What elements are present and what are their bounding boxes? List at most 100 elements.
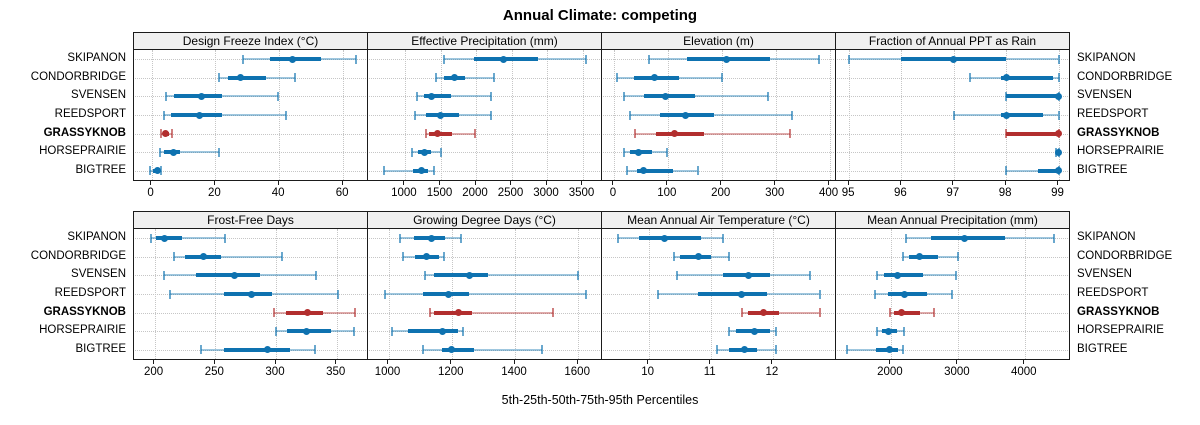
panel-header: Fraction of Annual PPT as Rain: [835, 32, 1070, 50]
chart-rows: SKIPANON CONDORBRIDGE SVENSEN REEDSPORT GRAS…: [0, 32, 1200, 386]
axis-tick: [474, 181, 476, 185]
axis-tick: [153, 360, 155, 364]
axis-tick: [150, 181, 152, 185]
axis-tick: [213, 360, 215, 364]
whisker-cap-p95-grassyknob: [789, 129, 792, 139]
station-label-reedsport: REEDSPORT: [1077, 287, 1149, 299]
whisker-cap-p5-horseprairie: [411, 147, 413, 157]
median-dot-grassyknob: [760, 309, 767, 317]
axis-tick-label: 97: [946, 187, 960, 199]
horizontal-gridline: [603, 170, 834, 172]
percentile-whisker-bigtree: [1006, 169, 1059, 172]
axis-tick-label: 3500: [568, 187, 595, 199]
median-dot-reedsport: [1002, 111, 1010, 119]
axis-tick-label: 250: [204, 366, 224, 378]
horizontal-gridline: [369, 349, 600, 351]
horizontal-gridline: [369, 115, 600, 116]
axis-tick: [847, 181, 849, 185]
station-label-skipanon: SKIPANON: [67, 231, 126, 244]
median-dot-svensen: [197, 92, 205, 100]
axis-tick: [666, 181, 668, 185]
whisker-cap-p95-svensen: [315, 270, 317, 280]
axis-tick: [899, 181, 901, 185]
whisker-cap-p5-horseprairie: [728, 326, 731, 336]
panel-row-1: SKIPANON CONDORBRIDGE SVENSEN REEDSPORT GRAS…: [0, 32, 1200, 207]
axis-tick-label: 300: [265, 366, 285, 378]
axis-tick-label: 20: [207, 187, 221, 199]
whisker-cap-p95-reedsport: [790, 110, 793, 120]
whisker-cap-p95-bigtree: [540, 345, 543, 355]
axis-tick-label: 12: [765, 366, 779, 378]
axis-tick: [828, 181, 830, 185]
axis-tick: [774, 181, 776, 185]
whisker-cap-p95-svensen: [276, 91, 279, 101]
median-dot-bigtree: [154, 167, 162, 175]
horizontal-gridline: [135, 331, 366, 333]
horizontal-gridline: [369, 77, 600, 79]
axis-tick-label: 1600: [564, 366, 590, 378]
whisker-cap-p5-reedsport: [952, 110, 955, 120]
horizontal-gridline: [603, 256, 834, 258]
iqr-bar-condorbridge: [1000, 75, 1054, 80]
whisker-cap-p5-svensen: [675, 270, 678, 280]
iqr-bar-reedsport: [698, 292, 767, 296]
axis-tick: [513, 360, 515, 364]
axis-tick-label: 96: [893, 187, 907, 199]
horizontal-gridline: [837, 77, 1068, 79]
whisker-cap-p5-bigtree: [846, 345, 849, 355]
station-label-skipanon: SKIPANON: [67, 52, 126, 65]
horizontal-gridline: [135, 59, 366, 61]
horizontal-gridline: [837, 256, 1068, 258]
percentile-whisker-bigtree: [847, 348, 903, 351]
whisker-cap-p5-horseprairie: [390, 326, 393, 336]
median-dot-condorbridge: [237, 74, 245, 82]
station-label-bigtree: BIGTREE: [1077, 163, 1128, 176]
iqr-bar-horseprairie: [407, 329, 459, 334]
whisker-cap-p5-grassyknob: [889, 308, 892, 318]
panel-header: Elevation (m): [601, 32, 836, 50]
station-labels-right: SKIPANON CONDORBRIDGE SVENSEN REEDSPORT GRAS…: [1070, 211, 1197, 386]
panel-header: Effective Precipitation (mm): [367, 32, 602, 50]
whisker-cap-p95-horseprairie: [461, 326, 464, 336]
whisker-cap-p5-svensen: [622, 91, 625, 101]
median-dot-skipanon: [160, 234, 168, 242]
iqr-bar-svensen: [434, 273, 489, 278]
iqr-bar-skipanon: [639, 236, 702, 241]
whisker-cap-p95-skipanon: [354, 54, 357, 64]
iqr-bar-svensen: [643, 94, 695, 99]
percentile-whisker-svensen: [424, 274, 579, 277]
horizontal-gridline: [369, 133, 600, 135]
panel-growing-degree-days-c: Growing Degree Days (°C) 1000 1200 1400 1600: [367, 211, 602, 386]
station-label-condorbridge: CONDORBRIDGE: [1077, 70, 1173, 83]
whisker-cap-p5-skipanon: [241, 54, 244, 64]
horizontal-gridline: [135, 152, 366, 154]
x-axis-caption: 5th-25th-50th-75th-95th Percentiles: [501, 393, 699, 407]
horizontal-gridline: [603, 238, 834, 240]
panel-axis: 0 20 40 60: [133, 181, 368, 207]
station-label-condorbridge: CONDORBRIDGE: [30, 70, 126, 83]
iqr-bar-bigtree: [223, 347, 291, 352]
axis-tick-label: 40: [271, 187, 285, 199]
median-dot-bigtree: [417, 167, 425, 175]
axis-tick: [277, 181, 279, 185]
whisker-cap-p5-reedsport: [169, 289, 172, 299]
iqr-bar-reedsport: [1000, 113, 1043, 117]
whisker-cap-p95-reedsport: [950, 289, 953, 299]
axis-tick: [771, 360, 773, 364]
panel-axis: 1000 1200 1400 1600: [367, 360, 602, 386]
horizontal-gridline: [369, 238, 600, 240]
percentile-whisker-grassyknob: [429, 311, 553, 314]
median-dot-bigtree: [741, 346, 749, 354]
axis-tick: [1023, 360, 1025, 364]
whisker-cap-p95-reedsport: [489, 110, 492, 120]
panel-axis: 1000 1500 2000 2500 3000 3500: [367, 181, 602, 207]
whisker-cap-p5-reedsport: [163, 110, 166, 120]
panel-axis: 0 100 200 300 400: [601, 181, 838, 207]
panel-frost-free-days: Frost-Free Days 200 250 300 350: [133, 211, 368, 386]
iqr-bar-bigtree: [442, 347, 474, 352]
iqr-bar-grassyknob: [893, 310, 921, 315]
axis-tick-label: 4000: [1011, 366, 1037, 378]
station-labels-right: SKIPANON CONDORBRIDGE SVENSEN REEDSPORT GRAS…: [1070, 32, 1197, 207]
station-label-bigtree: BIGTREE: [75, 342, 126, 355]
horizontal-gridline: [369, 96, 600, 98]
